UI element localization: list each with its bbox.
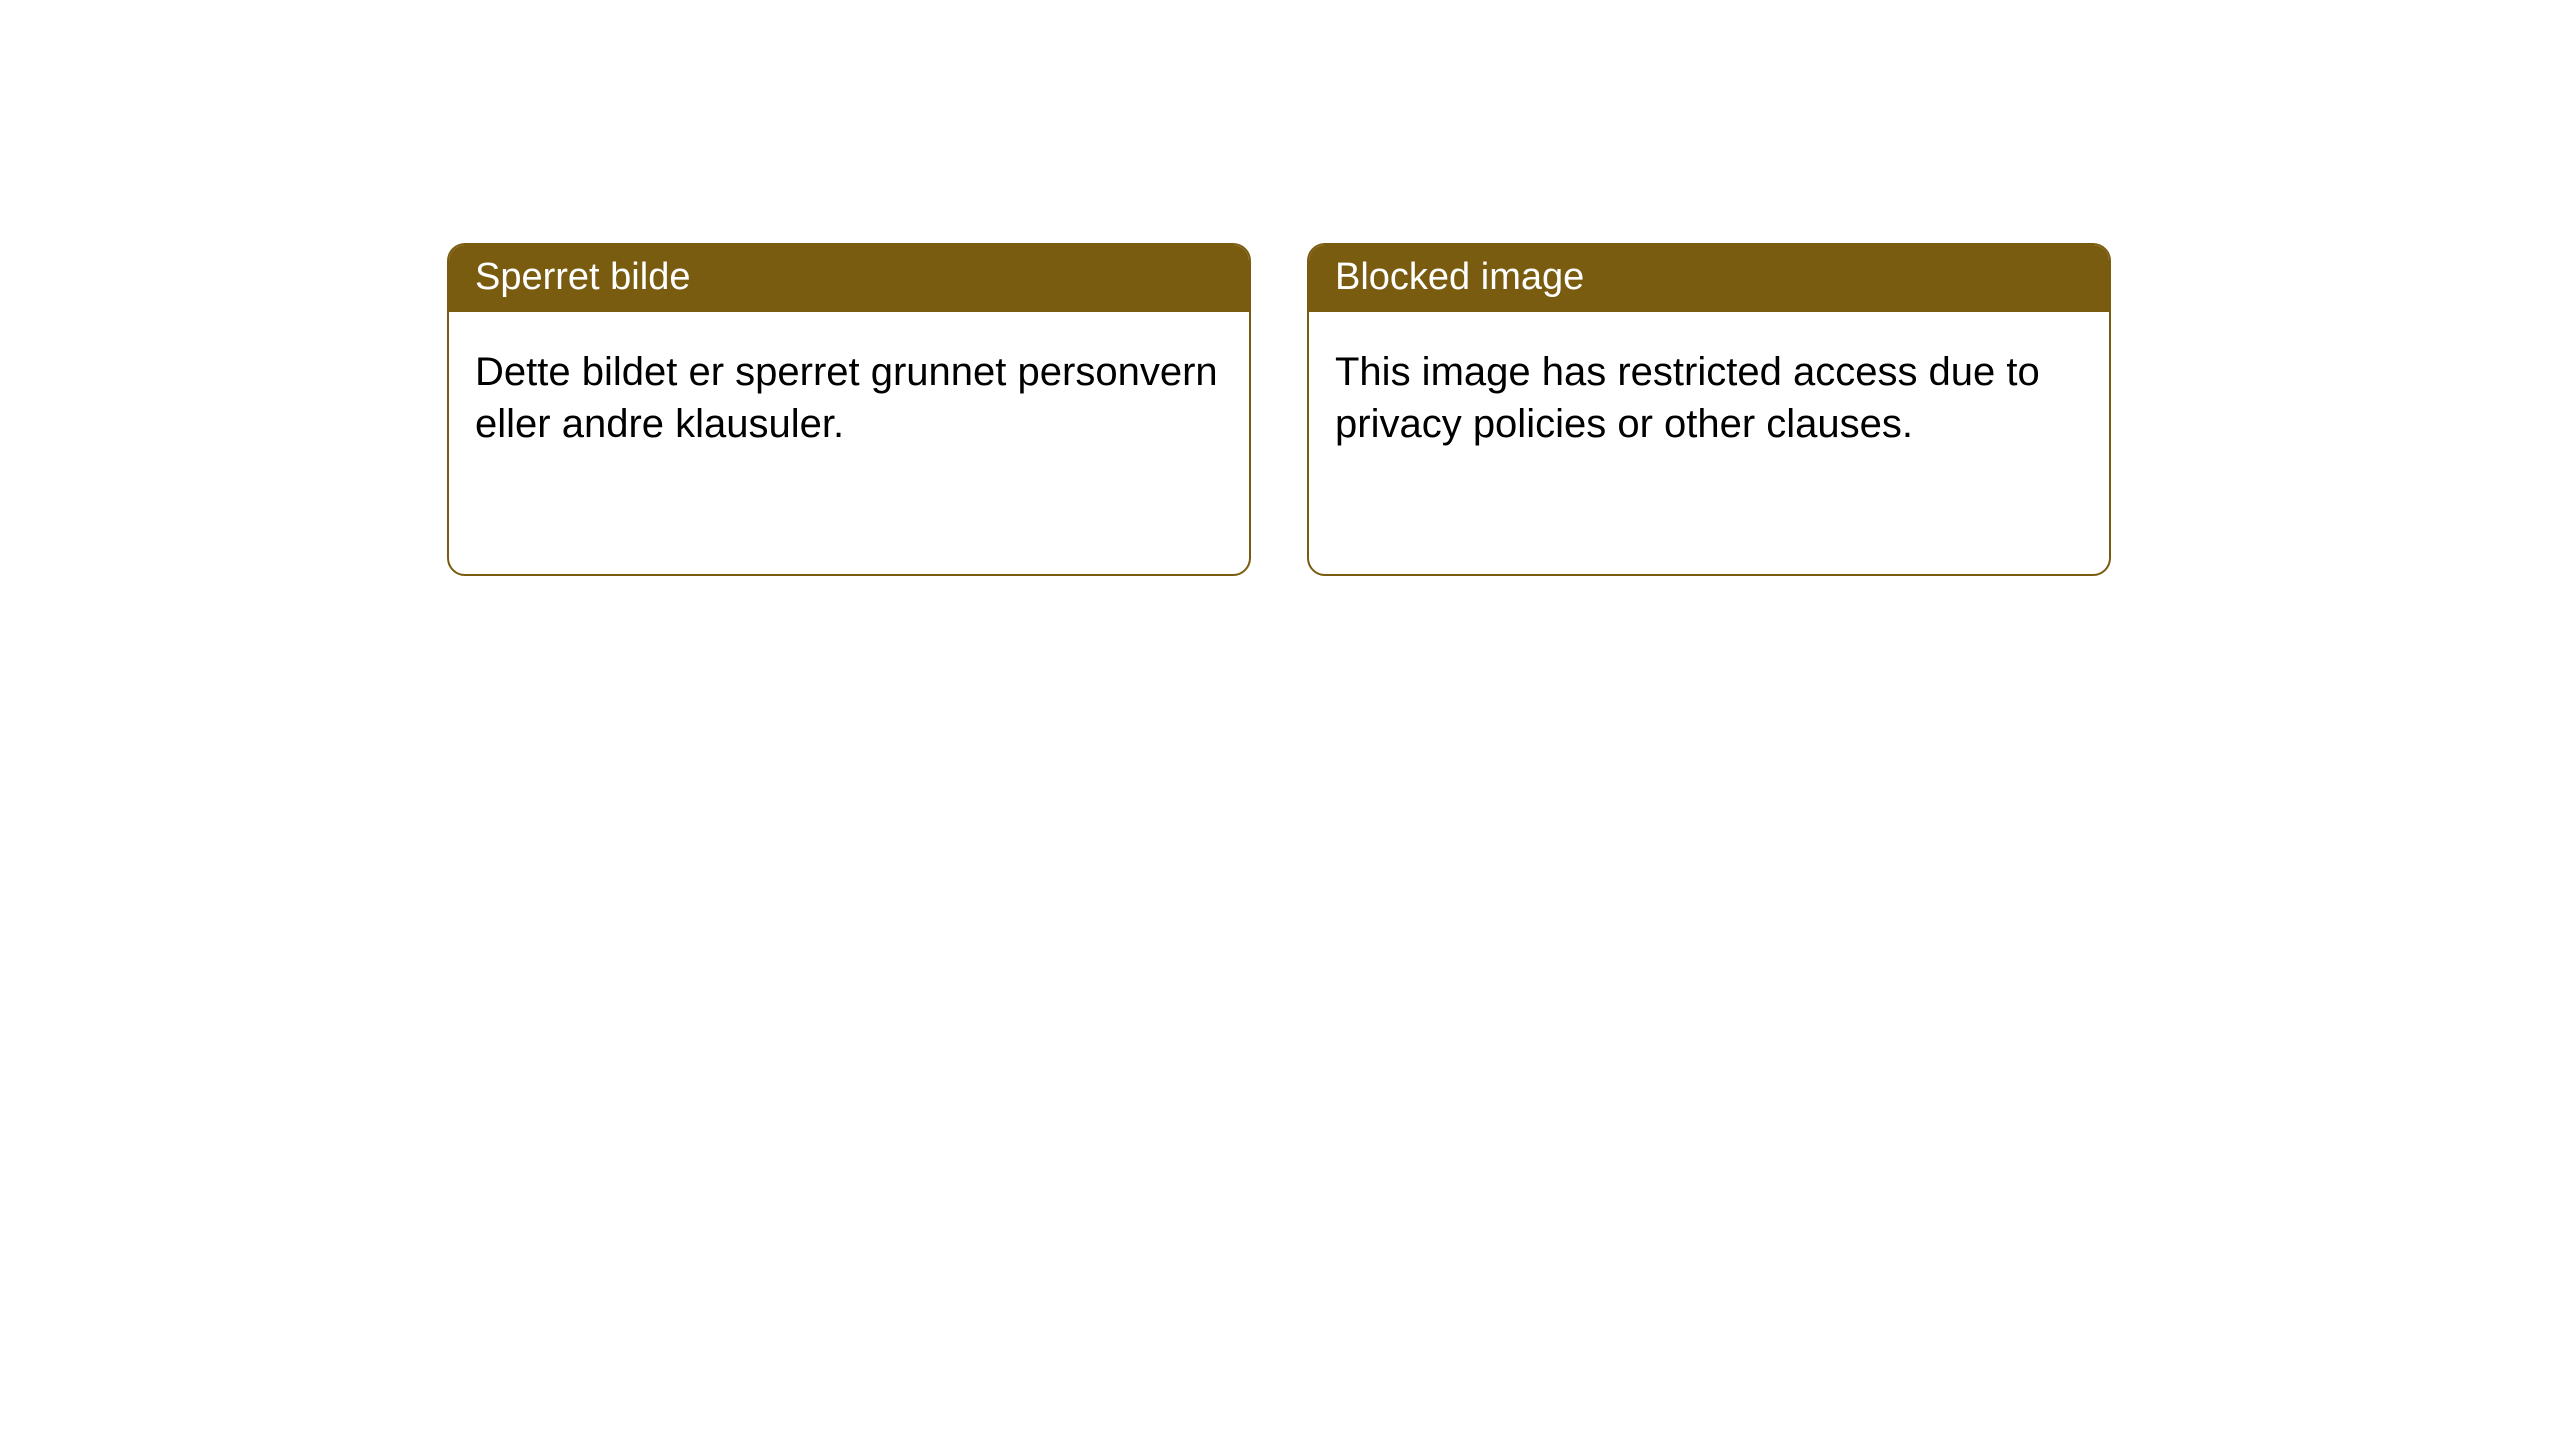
notice-card-norwegian: Sperret bilde Dette bildet er sperret gr… xyxy=(447,243,1251,576)
notice-body: Dette bildet er sperret grunnet personve… xyxy=(449,312,1249,476)
notice-body: This image has restricted access due to … xyxy=(1309,312,2109,476)
notice-card-english: Blocked image This image has restricted … xyxy=(1307,243,2111,576)
notice-container: Sperret bilde Dette bildet er sperret gr… xyxy=(0,0,2560,576)
notice-header: Sperret bilde xyxy=(449,245,1249,312)
notice-header: Blocked image xyxy=(1309,245,2109,312)
